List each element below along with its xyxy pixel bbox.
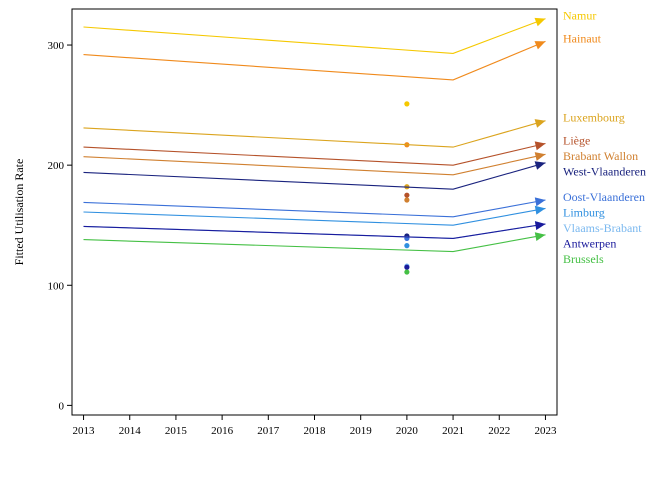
data-point-2020 <box>404 264 410 270</box>
y-axis: 0 100 200 300 <box>48 40 72 412</box>
legend-label: Brussels <box>563 252 604 266</box>
data-point-2020 <box>404 269 410 275</box>
series-arrowhead <box>534 41 546 50</box>
x-tick-label: 2022 <box>488 425 510 437</box>
data-point-2020 <box>404 243 410 249</box>
series-line <box>83 234 546 253</box>
x-tick-label: 2014 <box>119 425 142 437</box>
series-arrowhead <box>534 221 546 230</box>
data-point-2020 <box>404 197 410 203</box>
legend-label: Brabant Wallon <box>563 149 638 163</box>
series-line <box>83 120 546 148</box>
x-tick-label: 2021 <box>442 425 464 437</box>
data-point-2020 <box>404 101 410 107</box>
legend-label: Limburg <box>563 206 605 220</box>
x-tick-label: 2020 <box>396 425 419 437</box>
series-layer <box>83 17 546 275</box>
x-tick-label: 2013 <box>73 425 96 437</box>
x-tick-label: 2019 <box>350 425 373 437</box>
x-tick-label: 2023 <box>534 425 557 437</box>
series-line <box>83 153 546 176</box>
x-tick-label: 2016 <box>211 425 234 437</box>
legend-label: Luxembourg <box>563 111 625 125</box>
legend-label: Liège <box>563 134 590 148</box>
legend-label: West-Vlaanderen <box>563 165 646 179</box>
series-arrowhead <box>534 232 546 241</box>
x-tick-label: 2015 <box>165 425 188 437</box>
y-tick-label: 0 <box>59 400 65 412</box>
series-line <box>83 142 546 166</box>
series-line <box>83 162 546 190</box>
x-tick-label: 2017 <box>257 425 280 437</box>
series-arrowhead <box>534 161 546 170</box>
x-axis: 2013 2014 2015 2016 2017 2018 2019 2020 2021 2022… <box>73 415 557 437</box>
legend-label: Oost-Vlaanderen <box>563 190 645 204</box>
y-tick-label: 300 <box>48 40 65 52</box>
x-tick-label: 2018 <box>304 425 327 437</box>
legend-label: Vlaams-Brabant <box>563 221 642 235</box>
legend-label: Antwerpen <box>563 237 616 251</box>
series-arrowhead <box>534 141 546 151</box>
y-tick-label: 100 <box>48 280 65 292</box>
series-arrowhead <box>534 152 546 161</box>
series-arrowhead <box>534 119 546 128</box>
series-line <box>83 223 546 239</box>
y-tick-label: 200 <box>48 160 65 172</box>
series-line <box>83 223 546 239</box>
series-line <box>83 199 546 218</box>
series-arrowhead <box>534 17 546 27</box>
series-line <box>83 40 546 81</box>
series-arrowhead <box>534 197 546 207</box>
y-axis-title: Fitted Utilisation Rate <box>12 159 26 266</box>
series-line <box>83 207 546 226</box>
legend-label: Namur <box>563 9 596 23</box>
data-point-2020 <box>404 192 410 198</box>
series-arrowhead <box>534 205 546 215</box>
series-line <box>83 18 546 54</box>
legend-label: Hainaut <box>563 31 602 45</box>
